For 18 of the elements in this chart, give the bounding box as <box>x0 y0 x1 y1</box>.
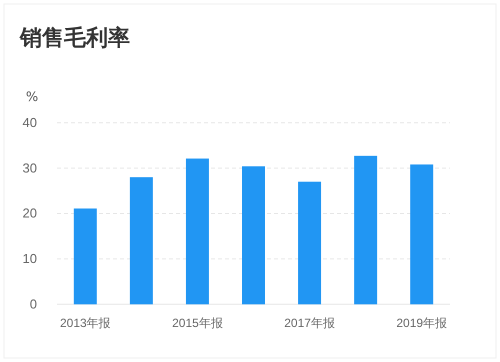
bar <box>74 208 97 304</box>
x-tick-label: 2019年报 <box>396 316 448 330</box>
y-tick-label: 10 <box>22 251 37 266</box>
y-tick-label: 30 <box>22 160 37 176</box>
bar <box>354 156 378 304</box>
y-tick-label: 20 <box>22 206 37 221</box>
y-tick-label: 40 <box>22 114 37 130</box>
y-tick-label: 0 <box>30 296 37 312</box>
y-axis-title: % <box>26 90 38 105</box>
bar <box>130 177 153 304</box>
bar <box>298 182 322 304</box>
chart-title: 销售毛利率 <box>19 25 130 51</box>
bar <box>410 164 434 304</box>
x-tick-label: 2013年报 <box>60 316 111 330</box>
bar <box>186 158 209 304</box>
x-tick-label: 2017年报 <box>284 316 335 330</box>
x-tick-label: 2015年报 <box>172 316 223 330</box>
bar <box>242 166 265 304</box>
